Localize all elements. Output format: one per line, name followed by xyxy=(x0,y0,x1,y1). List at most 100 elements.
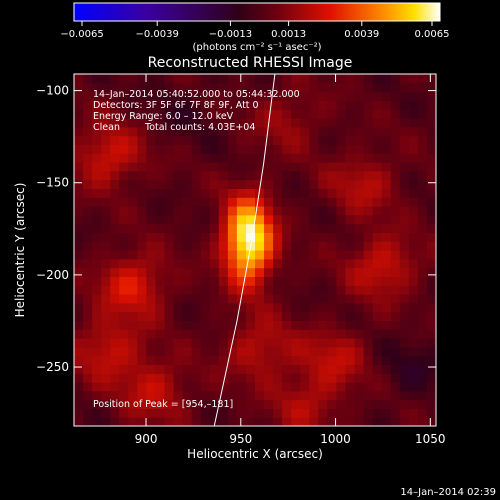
heatmap-cell xyxy=(110,417,120,426)
heatmap-cell xyxy=(309,311,319,321)
heatmap-cell xyxy=(300,118,310,128)
heatmap-cell xyxy=(182,197,193,207)
heatmap-cell xyxy=(236,206,247,216)
heatmap-cell xyxy=(83,417,93,426)
heatmap-cell xyxy=(318,206,328,216)
heatmap-cell xyxy=(227,258,238,269)
heatmap-cell xyxy=(327,100,338,110)
heatmap-cell xyxy=(236,74,247,84)
heatmap-cell xyxy=(218,320,229,330)
heatmap-cell xyxy=(291,188,301,198)
heatmap-cell xyxy=(255,82,265,93)
heatmap-cell xyxy=(255,294,265,304)
heatmap-cell xyxy=(426,285,436,295)
x-tick-label: 1000 xyxy=(320,432,351,446)
heatmap-cell xyxy=(309,206,319,216)
heatmap-cell xyxy=(245,74,256,84)
heatmap-cell xyxy=(227,390,238,401)
heatmap-cell xyxy=(390,162,401,172)
heatmap-cell xyxy=(426,135,436,145)
heatmap-cell xyxy=(119,258,129,269)
heatmap-cell xyxy=(291,241,301,251)
heatmap-cell xyxy=(408,118,419,128)
heatmap-cell xyxy=(363,276,374,286)
heatmap-cell xyxy=(291,346,301,357)
heatmap-cell xyxy=(101,100,111,110)
heatmap-cell xyxy=(191,399,202,409)
heatmap-cell xyxy=(173,302,184,313)
heatmap-cell xyxy=(372,135,383,145)
heatmap-cell xyxy=(354,74,365,84)
heatmap-cell xyxy=(182,355,193,365)
heatmap-cell xyxy=(128,126,138,137)
heatmap-cell xyxy=(236,267,247,277)
heatmap-cell xyxy=(264,74,274,84)
heatmap-cell xyxy=(236,109,247,119)
heatmap-cell xyxy=(83,153,93,163)
heatmap-cell xyxy=(390,417,401,426)
colorbar-ticks: −0.0065 −0.0039 −0.0013 0.0013 0.0039 0.0065 xyxy=(60,21,450,40)
heatmap-cell xyxy=(110,373,120,383)
heatmap-cell xyxy=(191,118,202,128)
heatmap-cell xyxy=(300,197,310,207)
heatmap-cell xyxy=(381,329,392,339)
heatmap-cell xyxy=(291,311,301,321)
heatmap-cell xyxy=(381,241,392,251)
heatmap-cell xyxy=(309,250,319,260)
heatmap-cell xyxy=(381,74,392,84)
heatmap-cell xyxy=(200,170,211,181)
heatmap-cell xyxy=(155,417,166,426)
heatmap-cell xyxy=(363,223,374,233)
heatmap-cell xyxy=(354,285,365,295)
heatmap-cell xyxy=(300,285,310,295)
heatmap-cell xyxy=(345,329,356,339)
heatmap-cell xyxy=(309,144,319,154)
heatmap-cell xyxy=(372,144,383,154)
heatmap-cell xyxy=(164,74,175,84)
heatmap-cell xyxy=(381,276,392,286)
heatmap-cell xyxy=(255,153,265,163)
heatmap-cell xyxy=(390,364,401,374)
heatmap-cell xyxy=(137,311,147,321)
heatmap-cell xyxy=(372,109,383,119)
heatmap-cell xyxy=(282,250,292,260)
heatmap-cell xyxy=(155,162,166,172)
heatmap-cell xyxy=(83,100,93,110)
heatmap-cell xyxy=(200,109,211,119)
heatmap-cell xyxy=(291,170,301,181)
heatmap-cell xyxy=(300,188,310,198)
heatmap-cell xyxy=(236,241,247,251)
heatmap-cell xyxy=(191,390,202,401)
heatmap-cell xyxy=(146,126,157,137)
heatmap-cell xyxy=(381,100,392,110)
heatmap-cell xyxy=(345,179,356,189)
heatmap-cell xyxy=(336,126,347,137)
heatmap-cell xyxy=(372,267,383,277)
heatmap-cell xyxy=(191,100,202,110)
heatmap-cell xyxy=(354,153,365,163)
heatmap-cell xyxy=(291,206,301,216)
heatmap-cell xyxy=(417,267,428,277)
heatmap-cell xyxy=(264,285,274,295)
heatmap-cell xyxy=(227,241,238,251)
heatmap-cell xyxy=(110,135,120,145)
heatmap-cell xyxy=(200,285,211,295)
heatmap-cell xyxy=(236,135,247,145)
heatmap-cell xyxy=(381,399,392,409)
heatmap-cell xyxy=(327,302,338,313)
heatmap-cell xyxy=(227,346,238,357)
heatmap-cell xyxy=(128,74,138,84)
heatmap-cell xyxy=(273,399,283,409)
heatmap-cell xyxy=(300,373,310,383)
heatmap-cell xyxy=(426,364,436,374)
heatmap-cell xyxy=(245,373,256,383)
heatmap-cell xyxy=(200,382,211,392)
heatmap-cell xyxy=(119,241,129,251)
heatmap-cell xyxy=(173,118,184,128)
heatmap-cell xyxy=(408,417,419,426)
heatmap-cell xyxy=(245,197,256,207)
heatmap-cell xyxy=(417,188,428,198)
heatmap-cell xyxy=(399,135,410,145)
heatmap-cell xyxy=(327,276,338,286)
heatmap-cell xyxy=(282,311,292,321)
